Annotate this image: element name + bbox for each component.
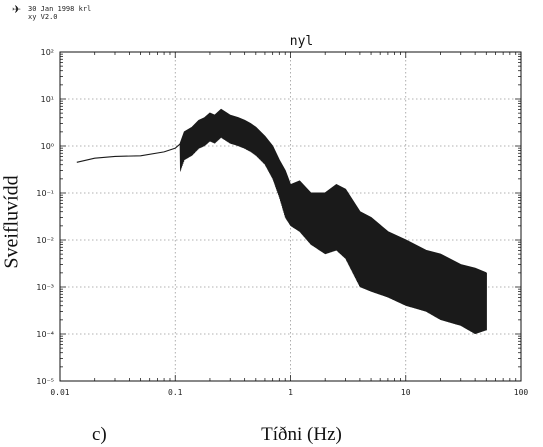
series-line [76,108,487,274]
y-tick-label: 10⁻³ [36,283,54,292]
y-tick-label: 10⁰ [41,142,54,151]
plot-frame [59,51,522,382]
plot-header: 30 Jan 1998 krl xy V2.0 [28,5,91,21]
y-tick-label: 10⁻⁵ [36,377,54,386]
signal-oscillation [179,109,487,335]
x-tick-label: 100 [514,388,529,397]
y-tick-label: 10² [41,48,54,57]
x-axis-label: Tíðni (Hz) [261,424,342,445]
y-tick-label: 10⁻⁴ [36,330,54,339]
header-version: xy V2.0 [28,13,58,21]
x-tick-label: 0.01 [50,388,69,397]
y-tick-label: 10¹ [41,95,54,104]
x-tick-label: 10 [401,388,411,397]
chart-title: nyl [289,34,314,49]
y-tick-label: 10⁻² [36,236,54,245]
y-tick-label: 10⁻¹ [36,189,54,198]
header-date: 30 Jan 1998 krl [28,5,92,13]
app-logo-icon: ✈ [12,3,22,16]
x-tick-label: 0.1 [168,388,183,397]
panel-label: c) [92,424,107,445]
x-tick-label: 1 [288,388,293,397]
